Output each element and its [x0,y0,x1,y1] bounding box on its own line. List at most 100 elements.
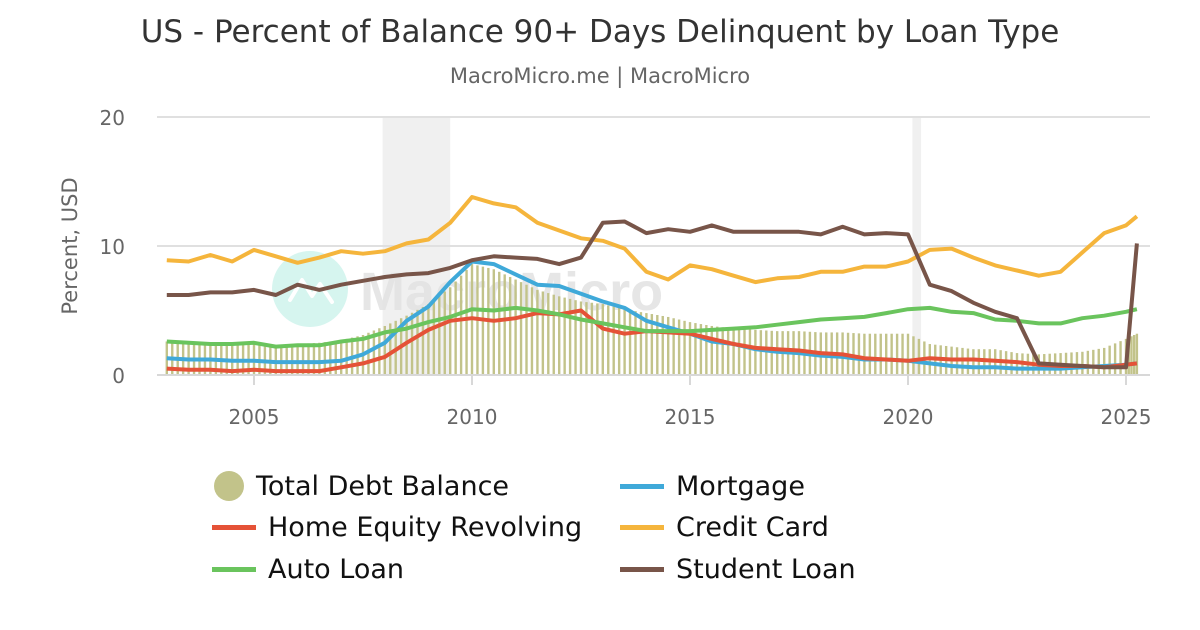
bar [645,313,648,375]
bar [705,325,708,375]
bar [345,338,348,375]
bar [296,344,299,375]
bar [661,315,664,375]
bar [416,309,419,375]
bar [459,275,463,375]
bar [607,305,610,375]
bar [579,301,583,375]
y-tick-label: 10 [100,235,125,259]
bar [1092,349,1095,375]
legend-item-auto-loan[interactable]: Auto Loan [212,549,404,589]
line-icon [620,483,664,489]
bar [868,333,872,375]
bar [966,348,970,375]
bar [977,349,981,375]
legend-label: Student Loan [676,553,856,585]
bar [367,332,370,375]
bar [536,289,539,375]
bar [710,325,713,375]
series-lines [166,195,1139,374]
bar [498,271,501,375]
bar [667,316,670,375]
bar [1132,335,1136,375]
bar [895,333,899,375]
bar [454,281,457,375]
bar [318,342,321,375]
line-icon [212,566,256,572]
bar [857,333,861,375]
series-line-credit-card [166,195,1139,285]
bar [748,329,752,375]
bar [410,312,414,375]
bar [617,307,621,375]
bar [699,324,703,375]
bar [449,287,452,375]
bar [405,315,408,375]
bar [432,299,436,375]
dot-icon [214,471,244,501]
line-icon [212,524,256,530]
y-tick-label: 20 [100,106,125,130]
bar [574,300,577,375]
bar [656,315,659,375]
bar [290,344,294,375]
bar [1103,347,1106,375]
x-tick-label: 2015 [665,405,716,429]
bar [1086,350,1090,375]
bar [372,330,376,375]
x-tick-label: 2010 [447,405,498,429]
bar [623,309,626,375]
bar [726,327,730,375]
bar [585,302,588,375]
y-tick-label: 0 [112,364,125,388]
axes: 0 10 20 2005 2010 2015 2020 2025 Percent, USD [58,106,1151,429]
x-tick-label: 2025 [1101,405,1152,429]
series-line-auto-loan [166,305,1138,349]
legend-label: Home Equity Revolving [268,511,583,543]
bar [1081,351,1084,375]
bar [737,328,741,375]
legend-item-mortgage[interactable]: Mortgage [620,466,805,506]
bar [1108,345,1111,375]
bar [340,340,343,375]
bar [307,343,310,375]
x-tick-label: 2020 [883,405,934,429]
bar [721,327,724,375]
bar [378,328,381,375]
bar [754,329,757,375]
bar [508,276,512,375]
y-axis-label: Percent, USD [58,177,82,314]
bar [852,333,855,375]
bar [438,295,441,375]
legend-item-home-equity-revolving[interactable]: Home Equity Revolving [212,507,582,547]
bar [1119,341,1122,375]
bar [601,304,604,375]
legend-label: Credit Card [676,511,829,543]
bar [285,344,288,375]
series-line-student-loan [166,219,1139,370]
legend-item-credit-card[interactable]: Credit Card [620,507,829,547]
gridlines [157,116,1150,376]
bar [563,297,566,375]
bar [503,274,506,375]
bar [901,333,904,375]
bar [863,333,866,375]
bar [530,287,534,375]
bar [677,319,681,375]
bar [765,330,768,375]
legend-item-student-loan[interactable]: Student Loan [620,549,856,589]
bar [694,323,697,375]
bar [312,343,316,375]
legend-item-total-debt-balance[interactable]: Total Debt Balance [212,466,509,506]
bar [639,312,643,375]
bar [628,310,632,375]
bar [514,279,517,375]
bar [874,333,877,375]
bar [716,326,719,375]
bar [634,311,637,375]
bar [912,336,915,375]
series-line-mortgage [166,259,1138,371]
bar [1097,348,1100,375]
bar [732,328,735,375]
bar [612,306,615,375]
